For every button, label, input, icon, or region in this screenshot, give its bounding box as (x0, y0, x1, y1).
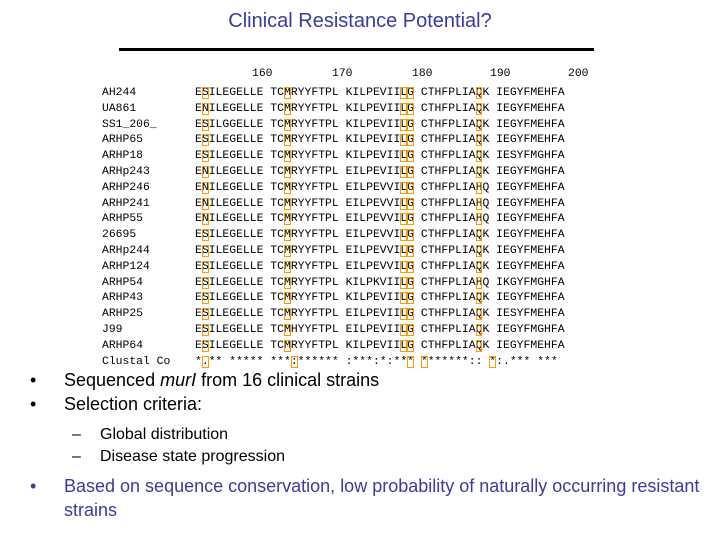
strain-name: UA861 (102, 102, 137, 115)
title-divider (119, 48, 594, 51)
sequence-row: ESILEGELLE TCMRYYFTPL KILPKVIILG CTHFPLI… (195, 276, 565, 289)
sequence-row: ESILGGELLE TCMRYYFTPL KILPEVIILG CTHFPLI… (195, 118, 565, 131)
sequence-row: ESILEGELLE TCMRYYFTPL KILPEVIILG CTHFPLI… (195, 292, 565, 305)
strain-name: SS1_206_ (102, 118, 157, 131)
position-tick: 160 (252, 68, 273, 80)
bullet-text: Sequenced (64, 370, 161, 390)
sequence-row: ESILEGELLE TCMRYYFTPL EILPEVIILG CTHFPLI… (195, 308, 565, 321)
sequence-row: ENILEGELLE TCMRYYFTPL EILPEVIILG CTHFPLI… (195, 165, 565, 178)
strain-name: ARHp243 (102, 165, 150, 178)
sequence-row: ESILEGELLE TCMHYYFTPL EILPEVIILG CTHFPLI… (195, 323, 565, 336)
sequence-row: ESILEGELLE TCMRYYFTPL EILPEVVILG CTHFPLI… (195, 229, 565, 242)
sub-bullet-disease: – Disease state progression (72, 448, 285, 465)
sequence-alignment: ESILEGELLE TCMRYYFTPL KILPEVIILG CTHFPLI… (195, 86, 565, 370)
strain-name: 26695 (102, 229, 137, 242)
bullet-conservation: • Based on sequence conservation, low pro… (30, 476, 700, 520)
bullet-text: Selection criteria: (64, 394, 203, 414)
strain-name: ARHP64 (102, 339, 144, 352)
sequence-row: ESILEGELLE TCMRYYFTPL KILPEVIILG CTHFPLI… (195, 87, 565, 99)
strain-name: ARHP18 (102, 150, 144, 163)
slide-title: Clinical Resistance Potential? (228, 10, 492, 32)
bullet-list: • Sequenced murI from 16 clinical strains… (30, 368, 700, 522)
strain-name-column: AH244 UA861 SS1_206_ ARHP65 ARHP18 ARHp243 ARH… (102, 86, 170, 370)
strain-name: ARHP246 (102, 181, 150, 194)
bullet-selection-criteria: • Selection criteria: (30, 394, 203, 414)
position-tick: 190 (490, 68, 511, 80)
strain-name: ARHP241 (102, 197, 150, 210)
strain-name: ARHP54 (102, 276, 144, 289)
position-tick: 180 (412, 68, 433, 80)
sequence-row: ESILEGELLE TCMRYYFTPL KILPEVIILG CTHFPLI… (195, 339, 565, 352)
bullet-sequenced: • Sequenced murI from 16 clinical strains (30, 370, 380, 390)
sub-bullet-global: – Global distribution (72, 426, 229, 443)
gene-name: murI (160, 370, 197, 390)
sequence-row: ENILEGELLE TCMRYYFTPL EILPEVVILG CTHFPLI… (195, 213, 565, 226)
position-axis: 160 170 180 190 200 (0, 68, 720, 84)
strain-name: AH244 (102, 87, 137, 99)
sequence-row: ESILEGELLE TCMRYYFTPL KILPEVIILG CTHFPLI… (195, 150, 565, 163)
sequence-row: *.** ***** ***:****** :***:*:*** *******… (195, 355, 558, 368)
strain-name: J99 (102, 323, 123, 336)
strain-name: ARHP65 (102, 134, 144, 147)
sequence-row: ENILEGELLE TCMRYYFTPL EILPEVVILG CTHFPLI… (195, 197, 565, 210)
position-tick: 170 (332, 68, 353, 80)
sequence-row: ESILEGELLE TCMRYYFTPL EILPEVVILG CTHFPLI… (195, 260, 565, 273)
sub-bullet-text: Disease state progression (100, 448, 285, 465)
strain-name: ARHP55 (102, 213, 144, 226)
strain-name: Clustal Co (102, 355, 171, 368)
strain-name: ARHP25 (102, 308, 144, 321)
sub-bullet-text: Global distribution (100, 426, 229, 443)
sequence-row: ENILEGELLE TCMRYYFTPL EILPEVVILG CTHFPLI… (195, 181, 565, 194)
sequence-row: ESILEGELLE TCMRYYFTPL KILPEVIILG CTHFPLI… (195, 134, 565, 147)
strain-name: ARHp244 (102, 244, 150, 257)
position-tick: 200 (568, 68, 589, 80)
sequence-row: ENILEGELLE TCMRYYFTPL KILPEVIILG CTHFPLI… (195, 102, 565, 115)
strain-name: ARHP43 (102, 292, 144, 305)
bullet-text: Based on sequence conservation, low prob… (64, 476, 700, 520)
bullet-text: from 16 clinical strains (196, 370, 380, 390)
sequence-row: ESILEGELLE TCMRYYFTPL EILPEVVILG CTHFPLI… (195, 244, 565, 257)
strain-name: ARHP124 (102, 260, 150, 273)
